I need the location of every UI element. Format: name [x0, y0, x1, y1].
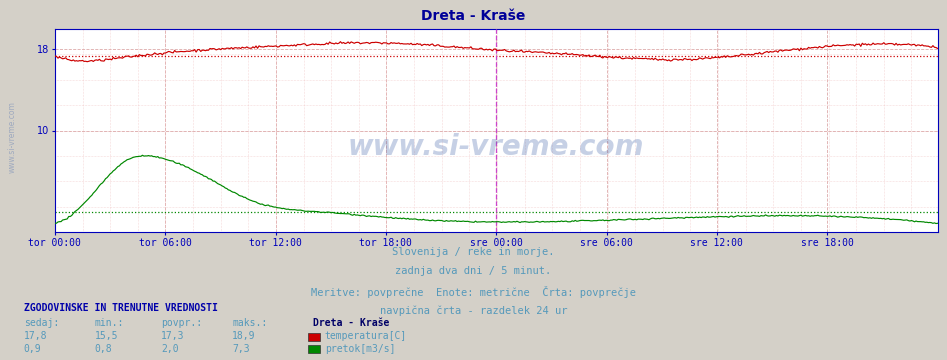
Text: pretok[m3/s]: pretok[m3/s]: [325, 344, 395, 354]
Text: Slovenija / reke in morje.: Slovenija / reke in morje.: [392, 247, 555, 257]
Text: 17,3: 17,3: [161, 332, 185, 342]
Text: navpična črta - razdelek 24 ur: navpična črta - razdelek 24 ur: [380, 306, 567, 316]
Text: povpr.:: povpr.:: [161, 318, 202, 328]
Text: Meritve: povprečne  Enote: metrične  Črta: povprečje: Meritve: povprečne Enote: metrične Črta:…: [311, 286, 636, 298]
Text: 2,0: 2,0: [161, 344, 179, 354]
Text: 18,9: 18,9: [232, 332, 256, 342]
Text: 0,8: 0,8: [95, 344, 113, 354]
Text: ZGODOVINSKE IN TRENUTNE VREDNOSTI: ZGODOVINSKE IN TRENUTNE VREDNOSTI: [24, 303, 218, 314]
Text: 15,5: 15,5: [95, 332, 118, 342]
Text: zadnja dva dni / 5 minut.: zadnja dva dni / 5 minut.: [396, 266, 551, 276]
Text: temperatura[C]: temperatura[C]: [325, 332, 407, 342]
Text: Dreta - Kraše: Dreta - Kraše: [313, 318, 389, 328]
Text: www.si-vreme.com: www.si-vreme.com: [8, 101, 17, 173]
Text: sedaj:: sedaj:: [24, 318, 59, 328]
Text: 7,3: 7,3: [232, 344, 250, 354]
Text: min.:: min.:: [95, 318, 124, 328]
Text: Dreta - Kraše: Dreta - Kraše: [421, 9, 526, 23]
Text: 0,9: 0,9: [24, 344, 42, 354]
Text: 17,8: 17,8: [24, 332, 47, 342]
Text: maks.:: maks.:: [232, 318, 267, 328]
Text: www.si-vreme.com: www.si-vreme.com: [348, 133, 645, 161]
